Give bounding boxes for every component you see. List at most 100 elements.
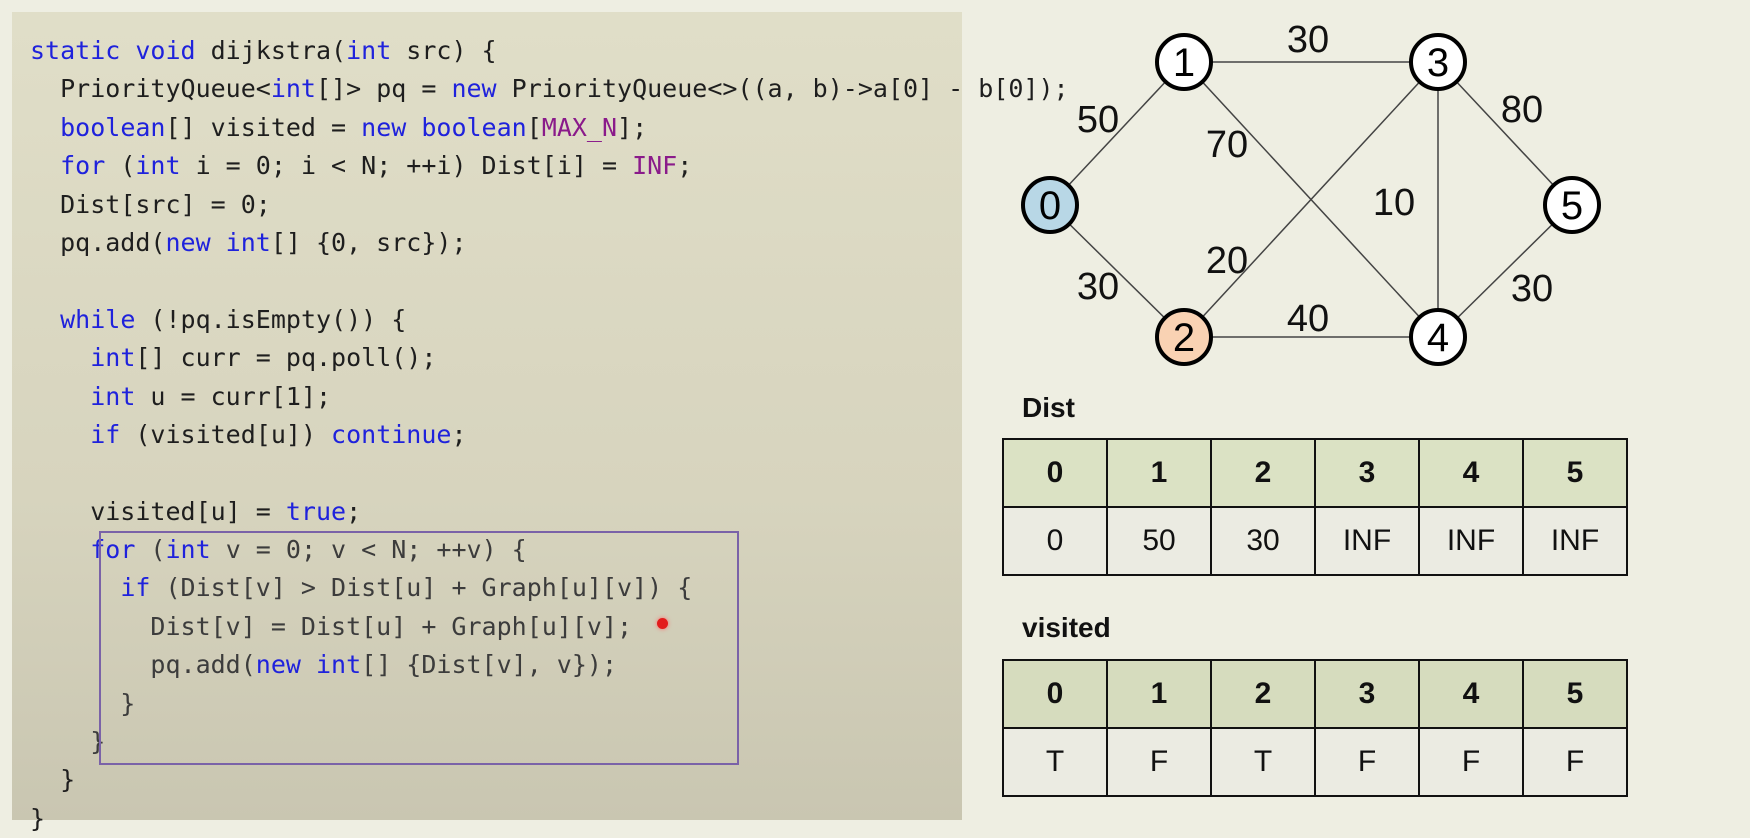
code-token: new int (165, 227, 271, 257)
code-line: } (30, 761, 1069, 799)
code-line: visited[u] = true; (30, 493, 1069, 531)
code-token: int (135, 151, 181, 181)
visited-table: 0 1 2 3 4 5 T F T F F F (1002, 659, 1628, 797)
code-token: continue (331, 419, 452, 449)
dist-value-cell: INF (1314, 506, 1420, 576)
code-token (30, 151, 60, 180)
code-line: } (30, 685, 1069, 723)
code-token: Dist[src] = 0; (30, 189, 271, 219)
code-token: (Dist[v] > Dist[u] + Graph[u][v]) { (150, 573, 693, 603)
visited-value-cell: F (1418, 727, 1524, 797)
code-line: pq.add(new int[] {Dist[v], v}); (30, 646, 1069, 684)
code-token: (visited[u]) (120, 419, 332, 449)
visited-value-cell: F (1314, 727, 1420, 797)
graph-edge (1183, 61, 1439, 338)
visited-value-cell: T (1002, 727, 1108, 797)
dist-value-cell: INF (1522, 506, 1628, 576)
graph-node: 0 (1021, 176, 1079, 234)
code-lines: static void dijkstra(int src) { Priority… (30, 32, 1069, 838)
graph-edge (1049, 204, 1185, 338)
node-circle (1155, 308, 1213, 366)
code-token: ; (451, 419, 467, 449)
code-token: [ (526, 112, 542, 142)
code-token: pq.add( (30, 650, 256, 680)
edge-weight-label: 20 (1206, 240, 1248, 282)
node-label: 3 (1427, 41, 1449, 85)
code-token: MAX_N (541, 112, 618, 142)
code-token: if (90, 419, 121, 449)
code-token: ; (346, 496, 362, 526)
visited-header-cell: 4 (1418, 659, 1524, 729)
node-circle (1409, 33, 1467, 91)
code-token: ( (135, 535, 166, 565)
node-circle (1409, 308, 1467, 366)
dist-value-cell: 30 (1210, 506, 1316, 576)
code-token: boolean (60, 112, 166, 142)
code-token: [] {Dist[v], v}); (361, 650, 618, 680)
code-token: for (60, 151, 106, 181)
dist-header-cell: 3 (1314, 438, 1420, 508)
code-panel: static void dijkstra(int src) { Priority… (12, 12, 1069, 833)
code-token: dijkstra( (210, 36, 347, 65)
graph-node: 1 (1155, 33, 1213, 91)
code-token: if (120, 573, 151, 603)
code-token: i = 0; i < N; ++i) Dist[i] = (180, 151, 633, 181)
graph-node: 5 (1543, 176, 1601, 234)
code-line: for (int v = 0; v < N; ++v) { (30, 531, 1069, 569)
node-circle (1155, 33, 1213, 91)
dist-header-cell: 0 (1002, 438, 1108, 508)
visited-header-cell: 3 (1314, 659, 1420, 729)
dist-header-cell: 2 (1210, 438, 1316, 508)
code-token: for (90, 535, 136, 565)
code-token: int (270, 74, 316, 104)
edge-weight-label: 10 (1373, 182, 1415, 224)
code-token: int (346, 36, 392, 65)
code-token: v = 0; v < N; ++v) { (210, 535, 527, 565)
code-token (30, 382, 90, 411)
node-label: 5 (1561, 184, 1583, 228)
node-label: 2 (1173, 316, 1195, 360)
edge-weight-label: 70 (1206, 124, 1248, 166)
dist-header-cell: 5 (1522, 438, 1628, 508)
code-line: pq.add(new int[] {0, src}); (30, 224, 1069, 262)
code-token: new boolean (361, 112, 527, 142)
edge-weight-label: 30 (1511, 268, 1553, 310)
code-line: Dist[src] = 0; (30, 186, 1069, 224)
graph-node: 2 (1155, 308, 1213, 366)
code-line: int u = curr[1]; (30, 378, 1069, 416)
code-line: for (int i = 0; i < N; ++i) Dist[i] = IN… (30, 147, 1069, 185)
highlight-box (99, 531, 739, 765)
code-token: (!pq.isEmpty()) { (135, 304, 407, 334)
code-token: ; (677, 151, 693, 181)
code-line (30, 262, 1069, 300)
graph-node: 3 (1409, 33, 1467, 91)
code-line: int[] curr = pq.poll(); (30, 339, 1069, 377)
code-line: while (!pq.isEmpty()) { (30, 301, 1069, 339)
node-circle (1021, 176, 1079, 234)
code-token: } (30, 727, 106, 757)
code-token: int (165, 535, 211, 565)
code-token: } (30, 803, 46, 833)
code-token: visited[u] = (30, 496, 286, 526)
code-line: } (30, 800, 1069, 838)
code-token (30, 343, 90, 372)
code-token: ( (105, 151, 136, 181)
code-token: ]; (617, 112, 648, 142)
graph-edge (1049, 61, 1185, 206)
code-token: int (90, 343, 136, 373)
visited-value-cell: T (1210, 727, 1316, 797)
code-token: static void (30, 36, 211, 65)
code-token: u = curr[1]; (135, 381, 332, 411)
code-token (30, 305, 60, 334)
node-circle (1543, 176, 1601, 234)
code-token: while (60, 304, 136, 334)
code-line: if (Dist[v] > Dist[u] + Graph[u][v]) { (30, 569, 1069, 607)
visited-header-cell: 5 (1522, 659, 1628, 729)
code-token: } (30, 765, 76, 795)
code-line: } (30, 723, 1069, 761)
code-token: new (451, 74, 497, 104)
code-line: Dist[v] = Dist[u] + Graph[u][v]; (30, 608, 1069, 646)
visited-header-cell: 1 (1106, 659, 1212, 729)
code-line: PriorityQueue<int[]> pq = new PriorityQu… (30, 70, 1068, 108)
code-token: } (30, 688, 136, 718)
